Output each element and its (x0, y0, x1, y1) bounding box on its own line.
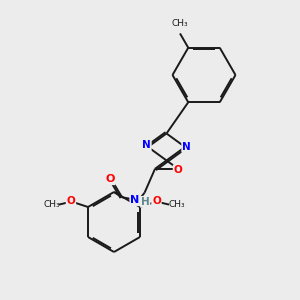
Text: O: O (152, 196, 161, 206)
Text: CH₃: CH₃ (168, 200, 185, 209)
Text: N: N (142, 140, 151, 151)
Text: O: O (105, 174, 115, 184)
Text: CH₃: CH₃ (172, 19, 188, 28)
Text: O: O (67, 196, 75, 206)
Text: N: N (182, 142, 191, 152)
Text: O: O (174, 165, 182, 175)
Text: H: H (141, 197, 149, 207)
Text: N: N (130, 195, 140, 205)
Text: CH₃: CH₃ (43, 200, 60, 209)
